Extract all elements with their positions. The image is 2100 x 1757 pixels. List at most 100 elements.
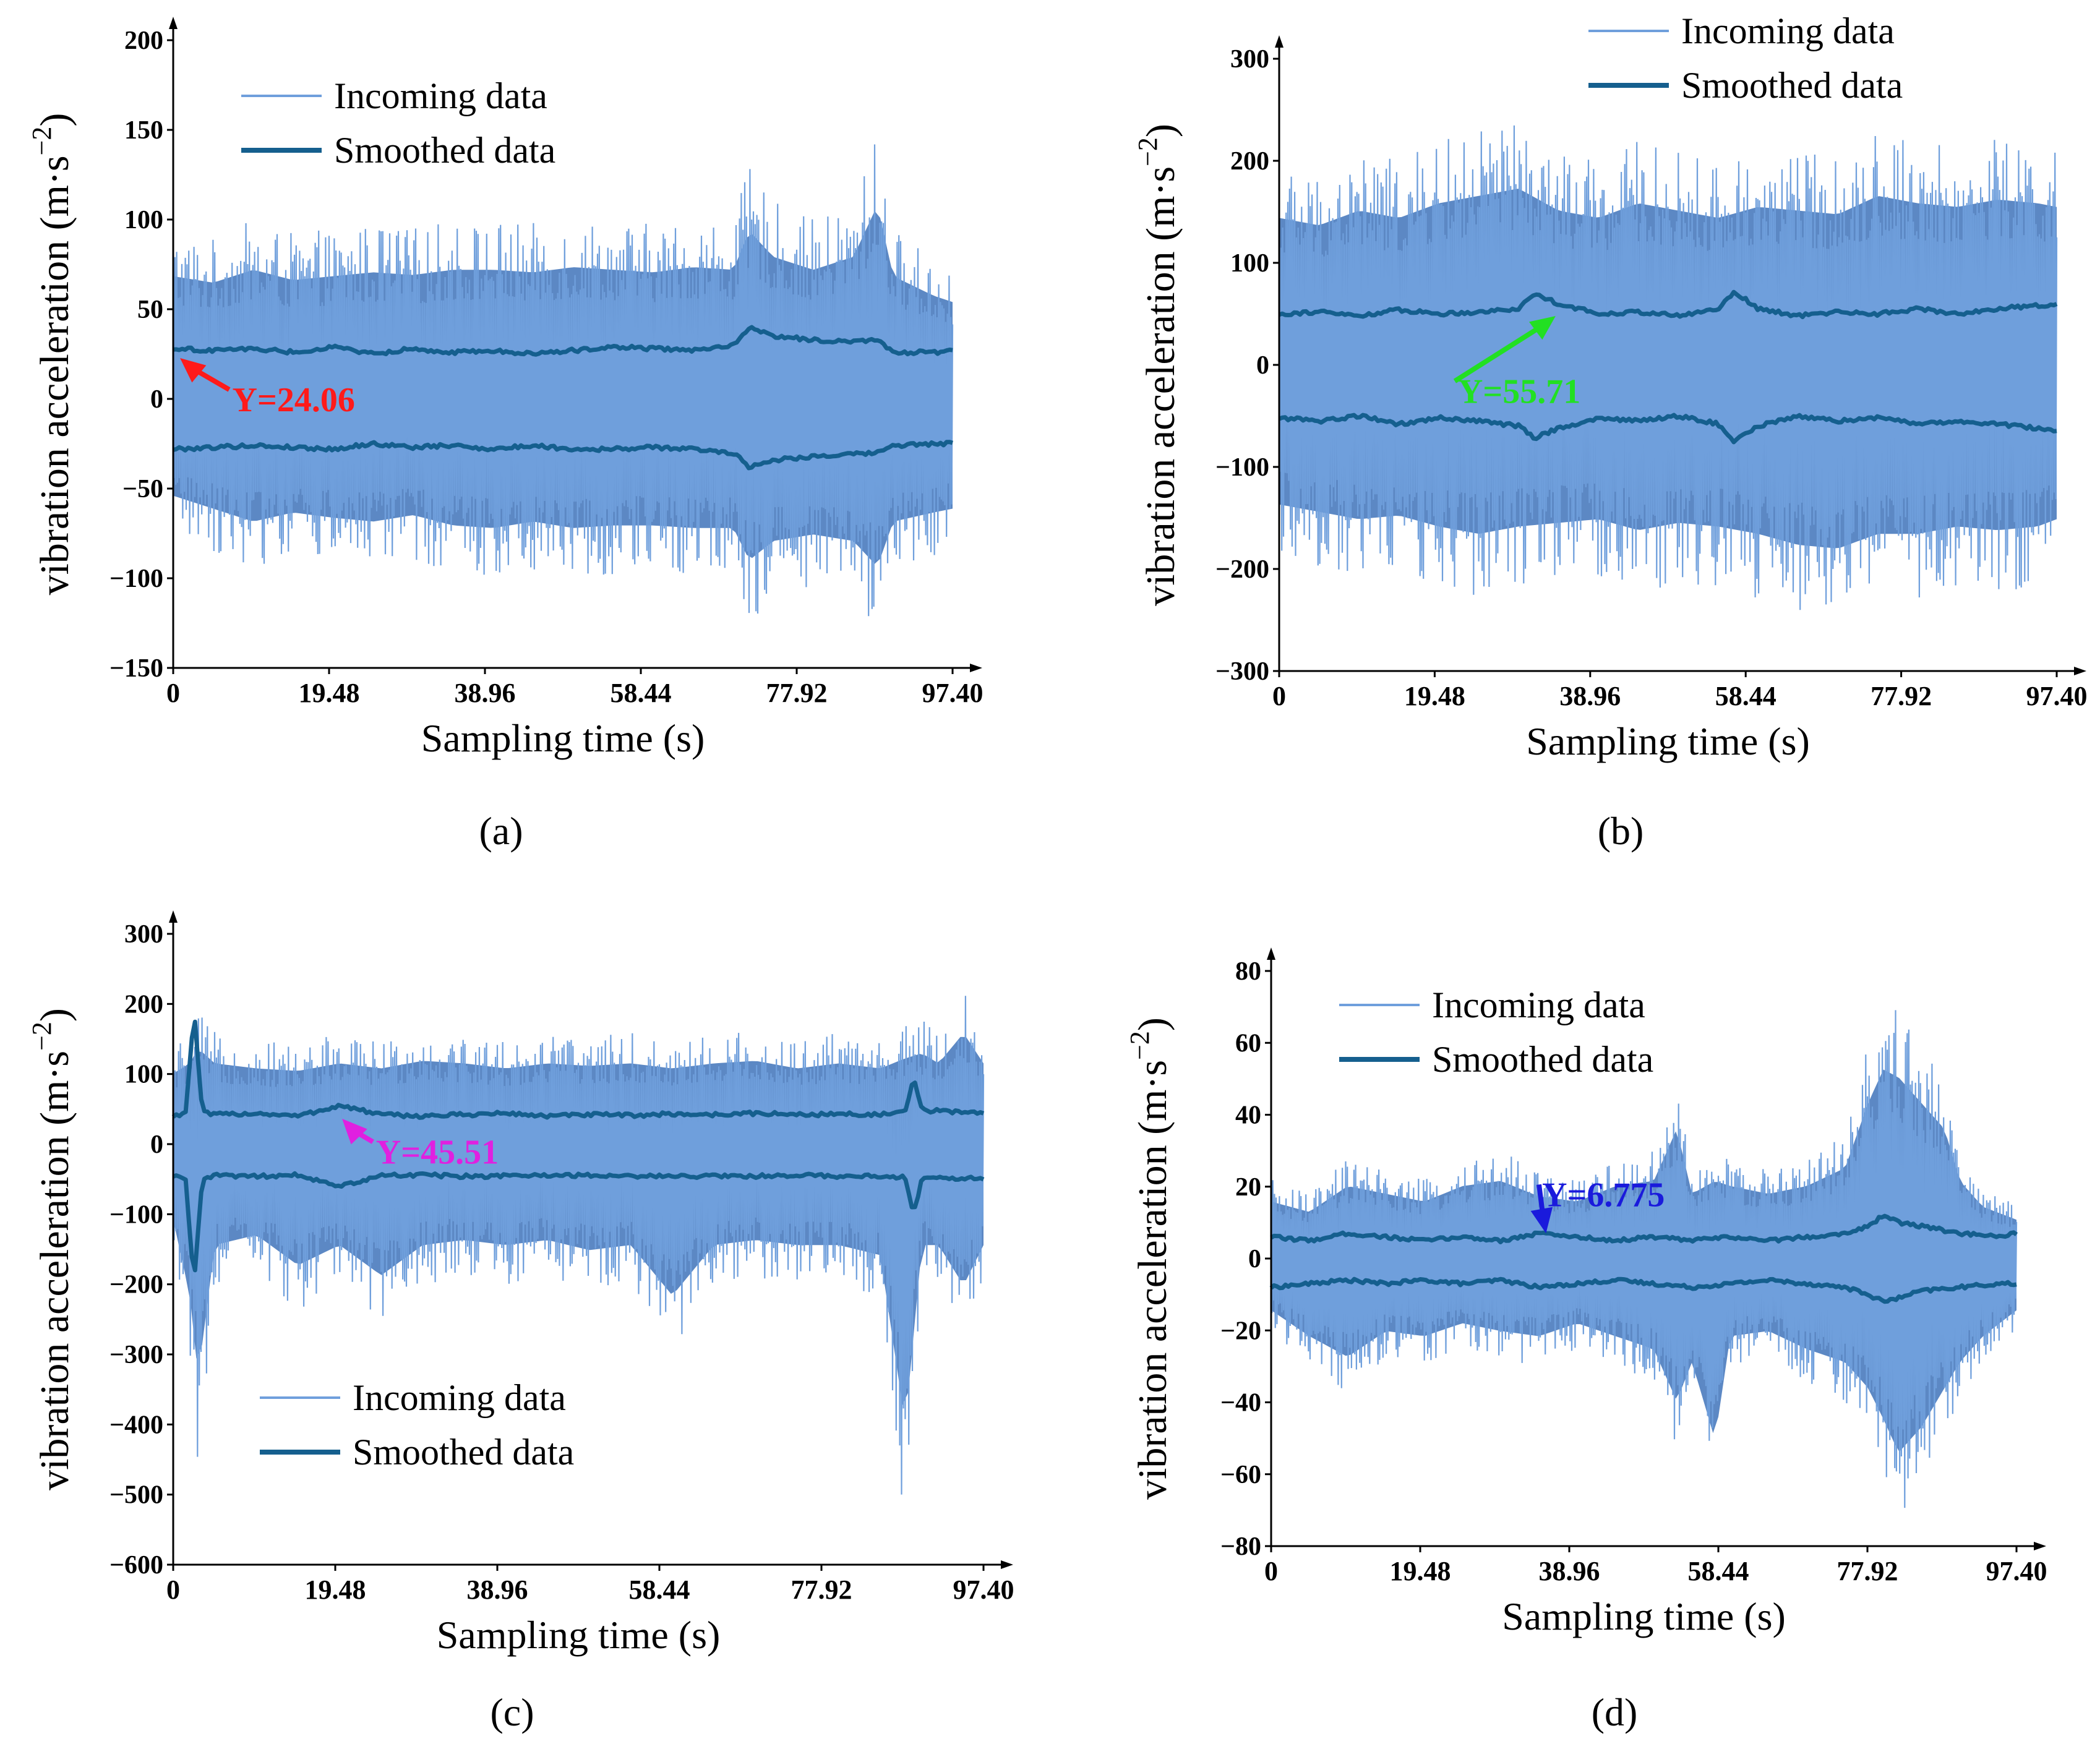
x-tick-label: 0	[1264, 1556, 1278, 1586]
x-tick-label: 19.48	[299, 678, 360, 708]
panel-caption: (b)	[1598, 809, 1644, 853]
y-axis-label: vibration acceleration (m·s−2)	[27, 1008, 77, 1490]
x-tick-label: 58.44	[1715, 681, 1776, 711]
annotation-label: Y=55.71	[1458, 372, 1580, 411]
series-incoming-data	[1270, 1010, 2018, 1508]
x-tick-label: 97.40	[2026, 681, 2088, 711]
y-axis-label-exponent: −2	[1125, 1031, 1155, 1060]
x-tick-label: 0	[1272, 681, 1286, 711]
series-smoothed-data-upper	[1278, 289, 2058, 320]
x-tick-label: 97.40	[1986, 1556, 2047, 1586]
y-tick-label: 100	[1230, 249, 1269, 278]
y-tick-label: 100	[124, 206, 163, 234]
y-tick-label: 0	[1248, 1245, 1261, 1273]
x-tick-label: 19.48	[1404, 681, 1465, 711]
series-smoothed-data-lower	[1278, 413, 2057, 445]
y-tick-label: −200	[1215, 555, 1269, 584]
y-tick-label: −100	[1215, 453, 1269, 482]
x-tick-label: 77.92	[766, 678, 828, 708]
y-tick-label: 200	[124, 990, 163, 1019]
x-tick-label: 38.96	[1559, 681, 1621, 711]
x-tick-label: 0	[166, 678, 180, 708]
legend: Incoming data Smoothed data	[241, 75, 555, 171]
panel-caption: (a)	[479, 809, 523, 853]
series-incoming-data	[172, 144, 954, 617]
y-tick-label: 200	[124, 27, 163, 55]
y-tick-label: 300	[1230, 45, 1269, 74]
annotation: Y=45.51	[342, 1119, 499, 1171]
y-tick-label: −40	[1220, 1389, 1261, 1417]
x-tick-label: 38.96	[1539, 1556, 1600, 1586]
x-tick-label: 77.92	[1871, 681, 1932, 711]
legend-label: Smoothed data	[353, 1432, 574, 1473]
series-smoothed-data-upper	[171, 1019, 985, 1120]
y-axis-label-close: )	[1138, 124, 1183, 137]
y-tick-label: 0	[150, 385, 163, 414]
y-axis-label-text: vibration acceleration (m·s	[32, 1051, 77, 1490]
annotation: Y=6.775	[1530, 1176, 1665, 1234]
x-tick-label: 58.44	[611, 678, 672, 708]
x-tick-label: 58.44	[1688, 1556, 1749, 1586]
x-axis-label: Sampling time (s)	[421, 716, 705, 760]
y-axis-label-exponent: −2	[27, 127, 57, 156]
annotation: Y=55.71	[1453, 316, 1580, 411]
y-axis-label: vibration acceleration (m·s−2)	[1133, 124, 1183, 606]
legend-label: Incoming data	[1681, 11, 1895, 51]
panel-c: −600 −500 −400 −300 −200 −100 0 100 200 300 0 19.48…	[27, 910, 1014, 1734]
x-tick-label: 38.96	[455, 678, 516, 708]
y-tick-label: 150	[124, 116, 163, 145]
legend-label: Incoming data	[1432, 985, 1645, 1025]
y-axis-label: vibration acceleration (m·s−2)	[27, 113, 77, 596]
series-incoming-data	[1278, 125, 2058, 610]
y-axis-label-text: vibration acceleration (m·s	[1138, 166, 1183, 606]
y-tick-label: −500	[109, 1481, 163, 1510]
y-tick-label: −100	[109, 565, 163, 593]
legend-label: Incoming data	[334, 75, 547, 116]
y-axis-label-close: )	[1130, 1017, 1175, 1031]
legend: Incoming data Smoothed data	[1339, 985, 1653, 1080]
x-tick-label: 19.48	[1390, 1556, 1451, 1586]
annotation-label: Y=45.51	[376, 1133, 499, 1171]
panel-d: −80 −60 −40 −20 0 20 40 60 80 0 19.48 38.96 58.44 77.…	[1125, 947, 2047, 1734]
series-smoothed-data-upper	[173, 325, 953, 357]
annotation-arrow	[1453, 323, 1545, 383]
x-tick-label: 58.44	[629, 1575, 690, 1605]
y-tick-label: 40	[1235, 1101, 1261, 1130]
y-axis-label-text: vibration acceleration (m·s	[32, 155, 77, 595]
y-tick-label: 50	[137, 296, 163, 324]
series-smoothed-data-lower	[1269, 1276, 2017, 1304]
x-axis-arrow-icon	[2034, 1542, 2046, 1550]
annotation-arrowhead-icon	[1530, 1207, 1553, 1234]
x-tick-label: 0	[166, 1575, 180, 1605]
y-axis-arrow-icon	[169, 910, 178, 923]
y-tick-label: −150	[109, 654, 163, 683]
y-tick-label: −50	[122, 475, 163, 503]
y-axis-label-text: vibration acceleration (m·s	[1130, 1060, 1175, 1500]
x-tick-label: 97.40	[953, 1575, 1014, 1605]
x-axis-label: Sampling time (s)	[1502, 1594, 1786, 1638]
y-axis-label-close: )	[32, 1008, 77, 1022]
annotation-arrowhead-icon	[342, 1119, 367, 1145]
x-axis-arrow-icon	[970, 664, 982, 672]
y-tick-label: −20	[1220, 1317, 1261, 1345]
y-tick-label: −200	[109, 1271, 163, 1299]
legend: Incoming data Smoothed data	[260, 1377, 574, 1473]
legend-label: Incoming data	[353, 1377, 566, 1418]
x-tick-label: 19.48	[305, 1575, 366, 1605]
y-tick-label: 200	[1230, 147, 1269, 176]
x-tick-label: 38.96	[467, 1575, 528, 1605]
legend-label: Smoothed data	[334, 130, 555, 171]
x-axis-label: Sampling time (s)	[1526, 719, 1810, 763]
x-axis-arrow-icon	[1001, 1560, 1013, 1569]
y-axis-arrow-icon	[1267, 947, 1275, 960]
y-tick-label: 300	[124, 920, 163, 949]
x-axis-arrow-icon	[2074, 667, 2086, 675]
y-axis-label: vibration acceleration (m·s−2)	[1125, 1017, 1175, 1500]
series-smoothed-data-upper	[1270, 1213, 2018, 1244]
y-axis-label-exponent: −2	[1133, 137, 1163, 166]
x-axis-label: Sampling time (s)	[437, 1613, 721, 1657]
annotation-label: Y=6.775	[1542, 1176, 1665, 1214]
y-tick-label: 0	[1256, 351, 1269, 380]
y-tick-label: −300	[109, 1341, 163, 1369]
